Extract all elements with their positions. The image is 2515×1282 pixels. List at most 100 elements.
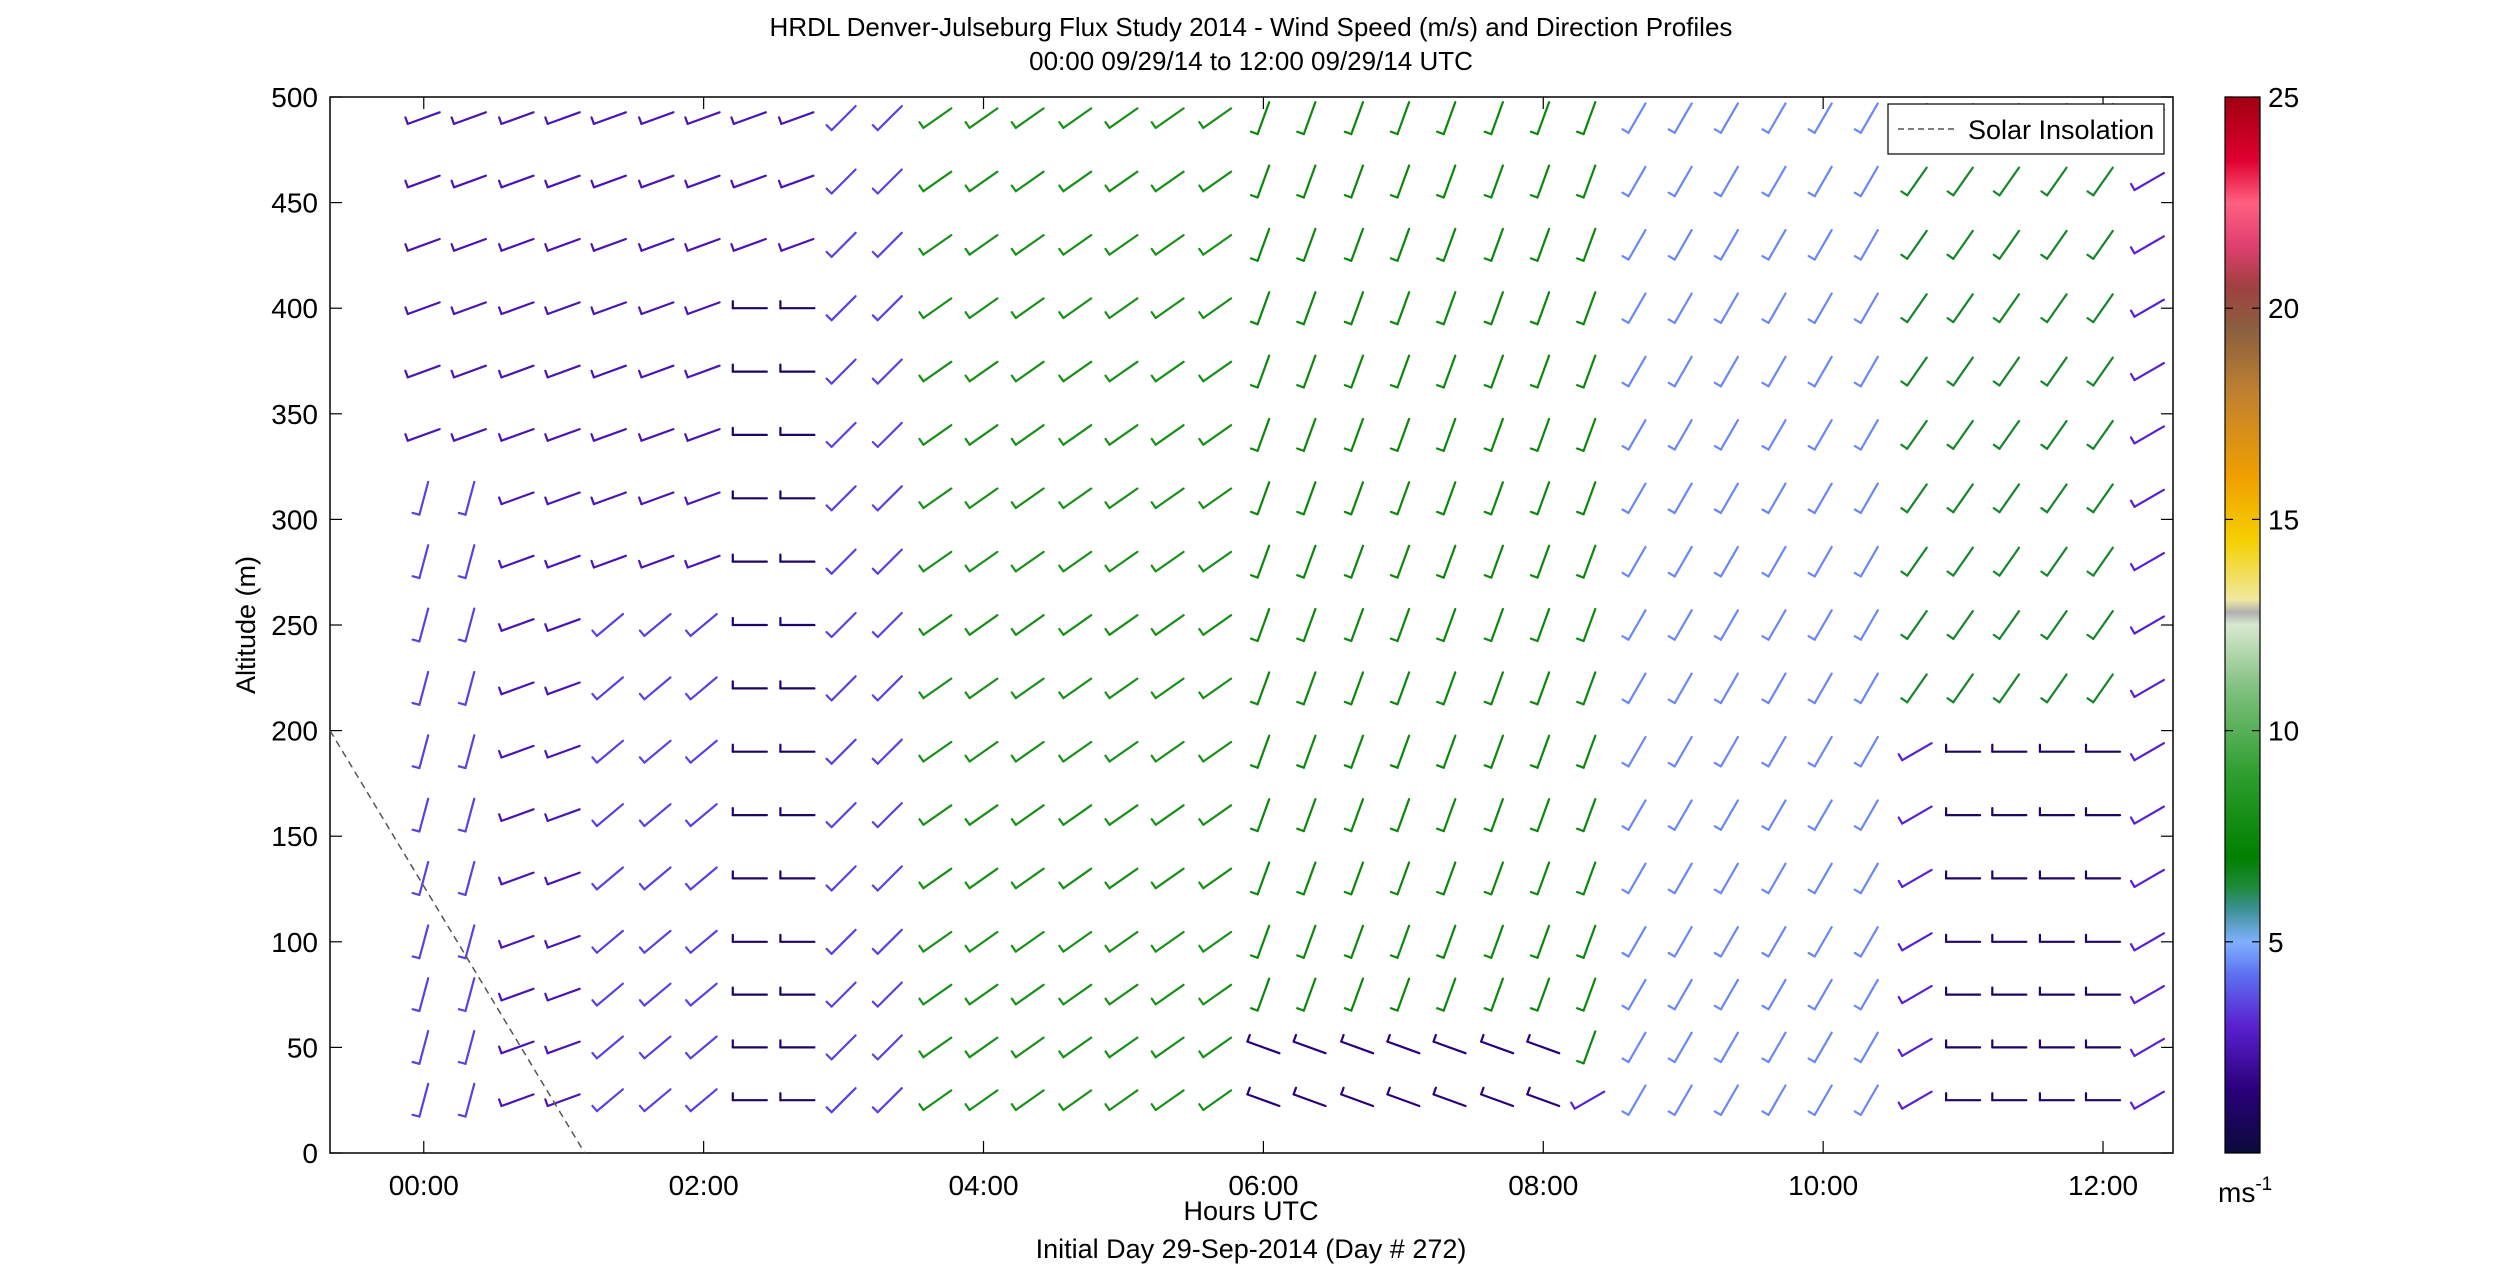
wind-barb xyxy=(1062,1036,1093,1059)
wind-barb xyxy=(1442,977,1457,1012)
wind-barb xyxy=(1813,545,1833,578)
wind-barb xyxy=(1490,227,1505,262)
wind-barb-tick xyxy=(1853,381,1862,388)
wind-barb-tick xyxy=(591,756,599,764)
wind-barb-tick xyxy=(1575,764,1585,769)
wind-barb xyxy=(1014,677,1045,700)
wind-barb-tick xyxy=(730,179,735,189)
wind-barb-tick xyxy=(1992,633,2001,641)
wind-barb-tick xyxy=(871,250,879,258)
wind-barb-tick xyxy=(1198,120,1205,130)
wind-barb-tick xyxy=(638,999,646,1007)
wind-barb xyxy=(1813,925,1833,958)
wind-barb xyxy=(1859,102,1879,134)
wind-barb-tick xyxy=(411,1060,421,1065)
wind-barb-tick xyxy=(1483,447,1493,452)
wind-barb xyxy=(1350,544,1365,579)
wind-barb xyxy=(689,612,718,638)
wind-barb xyxy=(1859,229,1879,261)
wind-barb-tick xyxy=(2129,626,2136,635)
wind-barb-tick xyxy=(2040,507,2049,514)
wind-barb xyxy=(2045,229,2068,260)
wind-barb xyxy=(1396,797,1411,833)
wind-barb xyxy=(406,428,441,442)
wind-barb xyxy=(1302,671,1317,706)
wind-barb xyxy=(1062,297,1093,320)
wind-barb xyxy=(1256,977,1271,1012)
wind-barb xyxy=(500,364,535,379)
wind-barb xyxy=(922,550,953,573)
wind-barb-tick xyxy=(1058,754,1065,763)
wind-barb xyxy=(640,174,675,189)
wind-barb xyxy=(500,491,535,506)
colorbar-unit: ms-1 xyxy=(2218,1174,2272,1208)
wind-barb-tick xyxy=(1198,881,1205,890)
wind-barb xyxy=(968,424,999,446)
wind-barb xyxy=(1490,607,1505,643)
wind-barb xyxy=(640,111,675,126)
wind-barb xyxy=(595,982,625,1007)
wind-barb xyxy=(643,1035,672,1060)
wind-barb-tick xyxy=(1575,1059,1585,1065)
wind-barb-tick xyxy=(1946,380,1955,387)
wind-barb xyxy=(406,301,441,316)
wind-barb xyxy=(418,734,430,770)
wind-barb xyxy=(1536,481,1551,516)
wind-barb xyxy=(1014,487,1045,510)
wind-barb-tick xyxy=(1807,571,1816,578)
wind-barb-tick xyxy=(918,247,925,256)
wind-barb xyxy=(1256,164,1271,199)
wind-barb-tick xyxy=(590,306,596,316)
wind-barb xyxy=(1202,360,1233,383)
wind-barb-tick xyxy=(411,955,421,960)
wind-barb xyxy=(1256,544,1271,579)
wind-barb-tick xyxy=(1853,191,1862,198)
wind-barb xyxy=(1536,164,1551,199)
wind-barb-tick xyxy=(1010,247,1017,256)
wind-barb-tick xyxy=(591,1051,599,1060)
wind-barb xyxy=(1014,1089,1045,1112)
wind-barb xyxy=(1906,609,1928,641)
legend-solar-label: Solar Insolation xyxy=(1968,115,2154,145)
wind-barb xyxy=(1906,293,1928,324)
wind-barb-tick xyxy=(1529,510,1539,516)
colorbar-tick-label: 15 xyxy=(2268,504,2299,535)
wind-barb-tick xyxy=(1575,130,1585,136)
wind-barb-tick xyxy=(1761,508,1770,515)
wind-barb xyxy=(1350,417,1365,452)
wind-barb xyxy=(2092,673,2114,704)
wind-barb-tick xyxy=(1010,437,1017,446)
wind-barb-tick xyxy=(1389,257,1399,262)
wind-barb-tick xyxy=(1389,890,1399,896)
y-tick-label: 250 xyxy=(271,610,318,641)
wind-barb-tick xyxy=(1432,1086,1438,1096)
wind-barb xyxy=(1202,1089,1233,1112)
wind-barb xyxy=(830,675,857,702)
wind-barb-tick xyxy=(1389,447,1399,452)
wind-barb xyxy=(1998,356,2021,387)
wind-barb xyxy=(464,797,476,833)
wind-barb xyxy=(1719,419,1740,451)
wind-barb-tick xyxy=(1389,194,1399,199)
wind-barb xyxy=(1767,1031,1787,1064)
wind-barb-tick xyxy=(637,559,643,569)
wind-barb-tick xyxy=(1010,184,1017,193)
wind-barb-tick xyxy=(1483,384,1493,389)
wind-barb-tick xyxy=(1104,120,1111,130)
wind-barb-tick xyxy=(1058,374,1065,383)
wind-barb-tick xyxy=(918,184,925,193)
wind-barb xyxy=(1108,614,1139,636)
wind-barb-tick xyxy=(730,116,735,126)
wind-barb-tick xyxy=(825,1000,833,1008)
wind-barb xyxy=(1952,229,1974,260)
wind-barb xyxy=(1014,297,1045,320)
wind-barb xyxy=(595,612,625,638)
wind-barb-tick xyxy=(1900,317,1909,324)
wind-barb-tick xyxy=(544,623,549,632)
wind-barb-tick xyxy=(777,116,783,126)
wind-barb xyxy=(464,977,476,1013)
wind-barb-tick xyxy=(1389,764,1399,769)
wind-barb xyxy=(418,480,430,516)
wind-barb xyxy=(1582,797,1597,833)
wind-barb-tick xyxy=(1104,1050,1111,1059)
